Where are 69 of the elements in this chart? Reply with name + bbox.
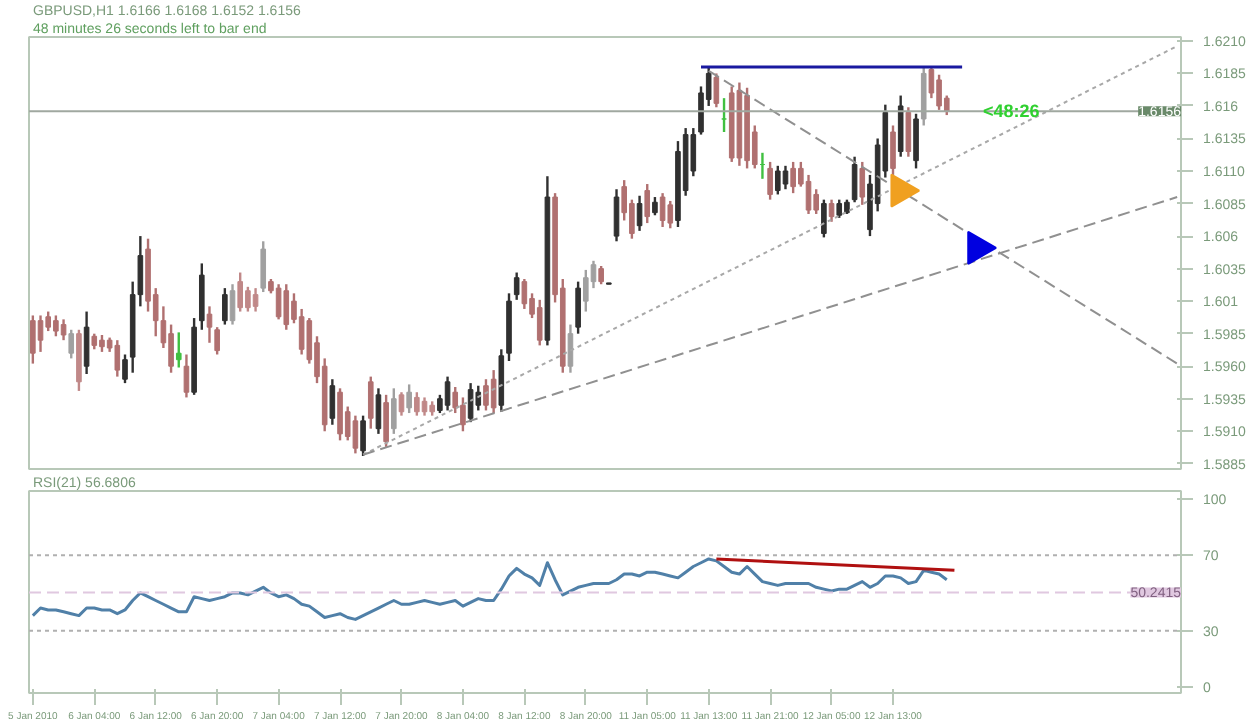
candlestick	[298, 307, 305, 356]
candlestick	[897, 94, 904, 158]
candlestick	[406, 383, 412, 415]
candlestick	[30, 314, 36, 365]
candlestick	[613, 188, 620, 243]
candlestick	[444, 375, 451, 412]
candlestick	[329, 378, 336, 426]
candlestick	[83, 310, 90, 376]
candlestick	[360, 414, 366, 458]
candlestick	[567, 323, 574, 374]
candlestick	[536, 298, 543, 347]
candlestick	[652, 195, 658, 217]
candlestick	[398, 391, 405, 417]
line-series	[31, 557, 949, 621]
candlestick	[782, 164, 789, 191]
candlestick	[583, 268, 589, 313]
candlestick	[636, 194, 643, 233]
candlestick	[199, 262, 205, 331]
candlestick	[229, 283, 236, 326]
candlestick	[821, 198, 827, 239]
candlestick	[206, 305, 213, 344]
candlestick	[483, 378, 489, 412]
candlestick	[245, 285, 251, 313]
candlestick	[467, 381, 474, 424]
annotation: <48:26	[982, 101, 1040, 122]
candlestick	[928, 65, 935, 100]
candlestick	[913, 112, 919, 170]
candlestick	[851, 155, 858, 204]
candlestick	[175, 331, 182, 369]
candlestick	[805, 173, 812, 216]
candlestick	[414, 391, 420, 417]
candlestick	[53, 314, 59, 338]
candlestick	[659, 191, 666, 229]
candlestick	[37, 314, 44, 354]
candlestick	[828, 198, 835, 223]
candlestick	[222, 286, 228, 326]
candlestick	[905, 106, 912, 158]
candlestick	[60, 318, 67, 342]
candlestick	[391, 387, 397, 436]
candlestick	[337, 387, 343, 442]
candlestick	[183, 353, 190, 399]
candlestick	[475, 384, 482, 412]
candlestick	[813, 188, 819, 216]
candlestick	[936, 73, 942, 112]
candlestick	[375, 387, 382, 436]
candlestick	[352, 414, 359, 455]
candlestick	[598, 264, 604, 286]
candlestick	[260, 240, 267, 294]
candlestick	[767, 160, 773, 201]
candlestick	[114, 338, 121, 378]
candlestick	[460, 396, 466, 433]
candlestick	[237, 271, 243, 313]
candlestick	[68, 328, 75, 360]
candlestick	[713, 72, 720, 109]
candlestick	[490, 368, 497, 415]
candlestick	[644, 182, 651, 225]
candlestick	[283, 283, 290, 331]
candlestick	[859, 160, 866, 207]
candlestick	[890, 124, 896, 177]
candlestick	[836, 198, 843, 220]
candlestick	[521, 277, 528, 311]
candlestick	[367, 375, 374, 430]
candlestick	[252, 286, 259, 313]
candlestick	[383, 393, 389, 449]
candlestick	[790, 160, 796, 195]
candlestick	[575, 280, 581, 335]
candlestick	[513, 271, 520, 302]
candlestick	[775, 164, 781, 196]
candlestick	[667, 199, 674, 230]
